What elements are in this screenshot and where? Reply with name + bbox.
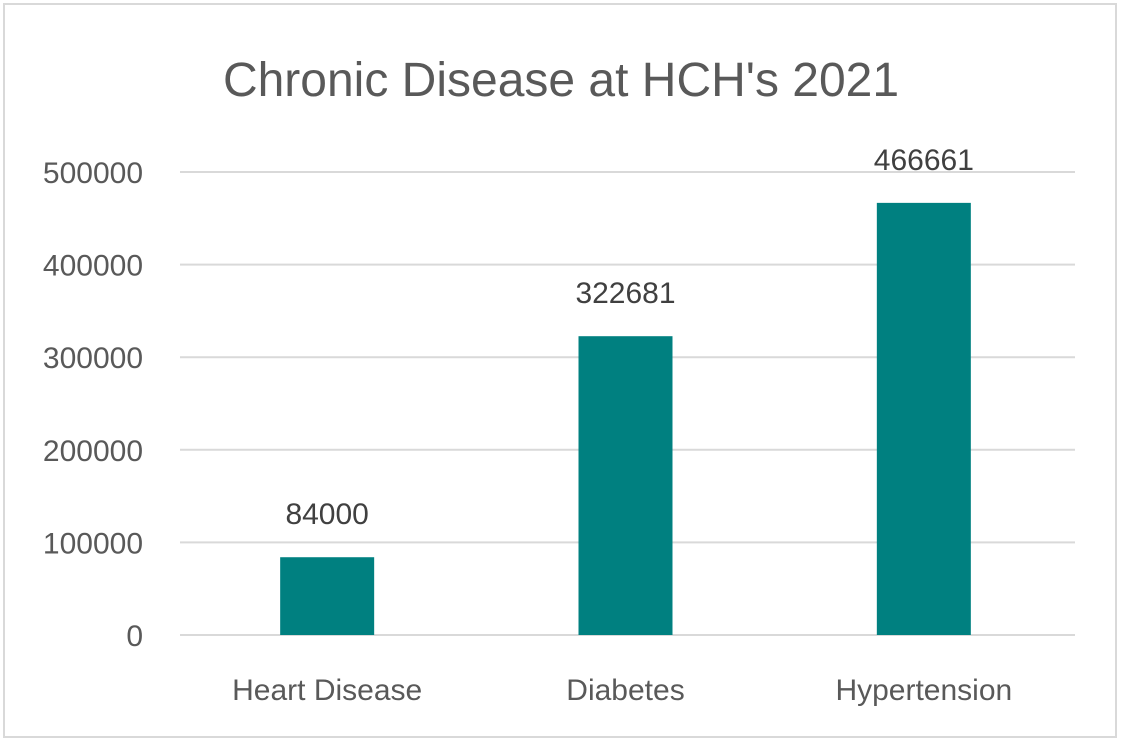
- y-axis-tick-labels: 0 100000 200000 300000 400000 500000: [43, 157, 143, 653]
- y-tick-label: 400000: [43, 250, 143, 283]
- bar: [578, 336, 673, 635]
- category-label: Hypertension: [835, 674, 1012, 707]
- data-labels: 84000 322681 466661: [285, 144, 973, 531]
- data-label: 466661: [874, 144, 974, 177]
- y-tick-label: 300000: [43, 342, 143, 375]
- y-tick-label: 0: [126, 620, 143, 653]
- bars: [280, 202, 971, 635]
- bar: [280, 557, 375, 635]
- y-tick-label: 100000: [43, 527, 143, 560]
- x-axis-category-labels: Heart Disease Diabetes Hypertension: [232, 674, 1012, 707]
- category-label: Diabetes: [566, 674, 684, 707]
- category-label: Heart Disease: [232, 674, 422, 707]
- bar: [876, 202, 971, 635]
- y-tick-label: 500000: [43, 157, 143, 190]
- chart-title: Chronic Disease at HCH's 2021: [223, 54, 899, 107]
- data-label: 84000: [285, 498, 368, 531]
- data-label: 322681: [575, 277, 675, 310]
- y-tick-label: 200000: [43, 435, 143, 468]
